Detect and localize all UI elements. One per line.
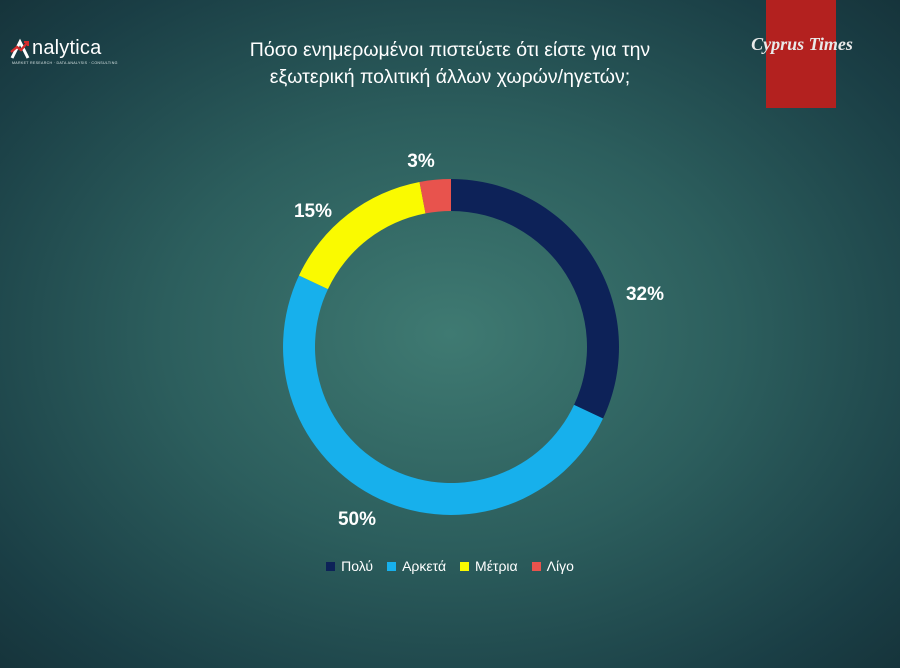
chart-legend: Πολύ Αρκετά Μέτρια Λίγο bbox=[0, 558, 900, 574]
analytica-logo: nalytica MARKET RESEARCH · DATA ANALYSIS… bbox=[10, 36, 120, 70]
donut-slice-metria bbox=[298, 181, 426, 290]
analytica-logo-tagline: MARKET RESEARCH · DATA ANALYSIS · CONSUL… bbox=[12, 61, 118, 65]
data-label-polu: 32% bbox=[626, 284, 664, 305]
analytica-logo-text: nalytica bbox=[32, 37, 102, 59]
data-label-arketa: 50% bbox=[338, 509, 376, 530]
legend-item-ligo: Λίγο bbox=[531, 558, 574, 574]
legend-item-arketa: Αρκετά bbox=[387, 558, 446, 574]
legend-item-metria: Μέτρια bbox=[460, 558, 518, 574]
legend-label-metria: Μέτρια bbox=[475, 558, 518, 574]
analytica-logo-icon bbox=[10, 38, 30, 59]
donut-slice-ligo bbox=[419, 178, 451, 214]
cyprus-times-logo: Cyprus Times bbox=[751, 34, 853, 54]
donut-slice-arketa bbox=[283, 275, 604, 515]
chart-title-line-2: εξωτερική πολιτική άλλων χωρών/ηγετών; bbox=[269, 66, 631, 88]
legend-label-ligo: Λίγο bbox=[546, 558, 574, 574]
chart-title: Πόσο ενημερωμένοι πιστεύετε ότι είστε γι… bbox=[180, 37, 720, 91]
legend-swatch-polu bbox=[326, 561, 336, 571]
chart-title-line-1: Πόσο ενημερωμένοι πιστεύετε ότι είστε γι… bbox=[249, 39, 651, 61]
cyprus-times-red-band bbox=[766, 0, 836, 108]
legend-swatch-arketa bbox=[387, 561, 397, 571]
legend-swatch-ligo bbox=[531, 561, 541, 571]
donut-slice-polu bbox=[451, 179, 619, 419]
data-label-metria: 15% bbox=[294, 201, 332, 222]
legend-label-polu: Πολύ bbox=[341, 558, 374, 574]
legend-label-arketa: Αρκετά bbox=[402, 558, 447, 574]
legend-swatch-metria bbox=[460, 561, 470, 571]
legend-item-polu: Πολύ bbox=[326, 558, 373, 574]
data-label-ligo: 3% bbox=[407, 151, 435, 172]
